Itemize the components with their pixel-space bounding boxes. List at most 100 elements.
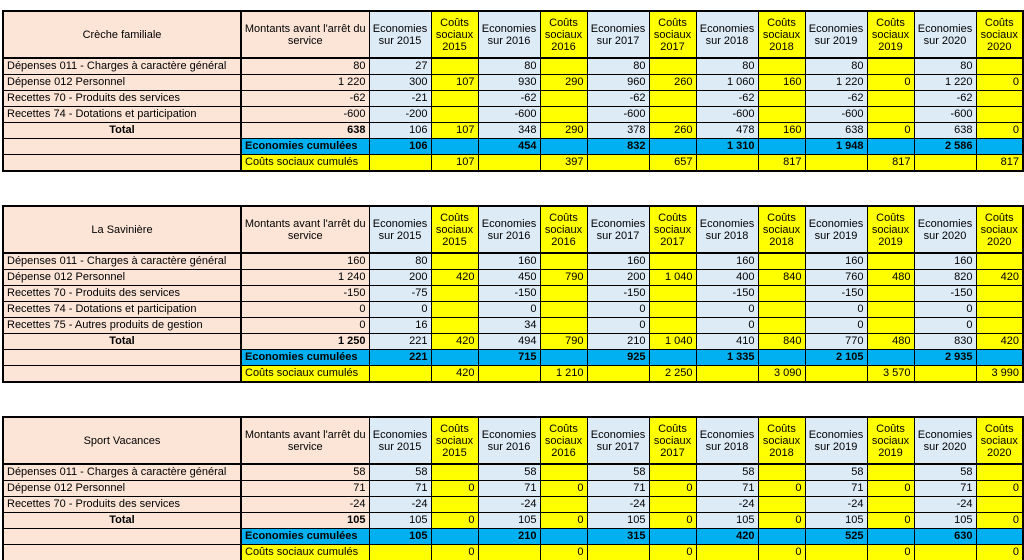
couts-cell[interactable] xyxy=(648,57,697,75)
economies-cell[interactable]: 930 xyxy=(477,74,541,91)
economies-cell[interactable]: 200 xyxy=(586,269,650,286)
economies-cell[interactable]: 450 xyxy=(477,269,541,286)
couts-cell[interactable]: 420 xyxy=(975,269,1024,286)
economies-cell[interactable]: -21 xyxy=(368,90,432,107)
cumul-economies-cell[interactable]: 315 xyxy=(586,528,650,545)
total-couts-cell[interactable]: 0 xyxy=(648,512,697,529)
economies-cell[interactable]: 0 xyxy=(586,301,650,318)
economies-header-cell[interactable]: Economies sur 2019 xyxy=(804,416,868,465)
economies-cell[interactable]: -600 xyxy=(477,106,541,123)
couts-sociaux-header-cell[interactable]: Coûts sociaux 2016 xyxy=(539,205,588,254)
economies-cell[interactable]: 160 xyxy=(586,252,650,270)
economies-header-cell[interactable]: Economies sur 2020 xyxy=(913,10,977,59)
cumul-economies-cell[interactable]: 715 xyxy=(477,349,541,366)
couts-sociaux-header-cell[interactable]: Coûts sociaux 2019 xyxy=(866,10,915,59)
cumul-economies-cell[interactable]: 2 935 xyxy=(913,349,977,366)
cumul-economies-cell[interactable] xyxy=(866,349,915,366)
couts-cell[interactable] xyxy=(866,106,915,123)
economies-cumulees-label-cell[interactable]: Economies cumulées xyxy=(240,138,370,155)
cumul-economies-cell[interactable] xyxy=(430,528,479,545)
row-label-cell[interactable]: Dépense 012 Personnel xyxy=(2,269,242,286)
cumul-economies-cell[interactable]: 210 xyxy=(477,528,541,545)
economies-cell[interactable]: -600 xyxy=(695,106,759,123)
economies-cell[interactable]: -150 xyxy=(913,285,977,302)
economies-cell[interactable]: -150 xyxy=(804,285,868,302)
montant-cell[interactable]: -24 xyxy=(240,496,370,513)
economies-header-cell[interactable]: Economies sur 2018 xyxy=(695,205,759,254)
economies-cell[interactable]: 760 xyxy=(804,269,868,286)
couts-sociaux-header-cell[interactable]: Coûts sociaux 2017 xyxy=(648,205,697,254)
couts-cell[interactable] xyxy=(648,463,697,481)
economies-cell[interactable]: -62 xyxy=(695,90,759,107)
couts-sociaux-header-cell[interactable]: Coûts sociaux 2017 xyxy=(648,416,697,465)
montant-cell[interactable]: -62 xyxy=(240,90,370,107)
total-economies-cell[interactable]: 410 xyxy=(695,333,759,350)
economies-cell[interactable]: 200 xyxy=(368,269,432,286)
couts-cell[interactable]: 0 xyxy=(757,480,806,497)
economies-header-cell[interactable]: Economies sur 2015 xyxy=(368,10,432,59)
couts-cell[interactable]: 480 xyxy=(866,269,915,286)
row-label-cell[interactable]: Recettes 74 - Dotations et participation xyxy=(2,106,242,123)
cumul-couts-cell[interactable]: 817 xyxy=(975,154,1024,172)
cumul-economies-cell[interactable]: 105 xyxy=(368,528,432,545)
empty-label-cell[interactable] xyxy=(2,528,242,545)
total-economies-cell[interactable]: 105 xyxy=(695,512,759,529)
cumul-couts-cell[interactable] xyxy=(586,365,650,383)
economies-cell[interactable]: 400 xyxy=(695,269,759,286)
total-montant-cell[interactable]: 105 xyxy=(240,512,370,529)
couts-cell[interactable] xyxy=(430,57,479,75)
economies-header-cell[interactable]: Economies sur 2020 xyxy=(913,416,977,465)
cumul-couts-cell[interactable] xyxy=(804,365,868,383)
economies-header-cell[interactable]: Economies sur 2016 xyxy=(477,416,541,465)
economies-cell[interactable]: -62 xyxy=(477,90,541,107)
cumul-economies-cell[interactable]: 1 948 xyxy=(804,138,868,155)
cumul-couts-cell[interactable]: 817 xyxy=(757,154,806,172)
economies-header-cell[interactable]: Economies sur 2019 xyxy=(804,10,868,59)
economies-cumulees-label-cell[interactable]: Economies cumulées xyxy=(240,528,370,545)
couts-cell[interactable] xyxy=(539,90,588,107)
economies-cell[interactable]: -24 xyxy=(477,496,541,513)
couts-cell[interactable]: 260 xyxy=(648,74,697,91)
couts-cell[interactable] xyxy=(757,106,806,123)
couts-sociaux-header-cell[interactable]: Coûts sociaux 2017 xyxy=(648,10,697,59)
cumul-economies-cell[interactable]: 925 xyxy=(586,349,650,366)
couts-cell[interactable] xyxy=(975,57,1024,75)
couts-cell[interactable] xyxy=(648,285,697,302)
economies-cell[interactable]: 71 xyxy=(586,480,650,497)
cumul-couts-cell[interactable]: 0 xyxy=(975,544,1024,560)
cumul-economies-cell[interactable]: 221 xyxy=(368,349,432,366)
economies-cell[interactable]: -24 xyxy=(695,496,759,513)
couts-sociaux-header-cell[interactable]: Coûts sociaux 2020 xyxy=(975,416,1024,465)
couts-cell[interactable] xyxy=(757,317,806,334)
cumul-couts-cell[interactable] xyxy=(804,544,868,560)
total-economies-cell[interactable]: 770 xyxy=(804,333,868,350)
economies-cell[interactable]: -150 xyxy=(477,285,541,302)
couts-cell[interactable] xyxy=(975,496,1024,513)
total-couts-cell[interactable]: 0 xyxy=(975,122,1024,139)
economies-cell[interactable]: 71 xyxy=(695,480,759,497)
total-couts-cell[interactable]: 160 xyxy=(757,122,806,139)
economies-cell[interactable]: 71 xyxy=(804,480,868,497)
couts-cell[interactable] xyxy=(539,106,588,123)
couts-cell[interactable] xyxy=(539,317,588,334)
couts-sociaux-header-cell[interactable]: Coûts sociaux 2018 xyxy=(757,10,806,59)
montants-header-cell[interactable]: Montants avant l'arrêt du service xyxy=(240,10,370,59)
economies-header-cell[interactable]: Economies sur 2016 xyxy=(477,205,541,254)
couts-cell[interactable]: 790 xyxy=(539,269,588,286)
total-couts-cell[interactable]: 260 xyxy=(648,122,697,139)
couts-cell[interactable] xyxy=(539,463,588,481)
economies-cell[interactable]: 0 xyxy=(695,317,759,334)
couts-cell[interactable]: 840 xyxy=(757,269,806,286)
total-economies-cell[interactable]: 105 xyxy=(913,512,977,529)
total-economies-cell[interactable]: 638 xyxy=(913,122,977,139)
couts-cell[interactable]: 1 040 xyxy=(648,269,697,286)
cumul-couts-cell[interactable] xyxy=(368,154,432,172)
cumul-economies-cell[interactable]: 420 xyxy=(695,528,759,545)
couts-cell[interactable]: 0 xyxy=(866,74,915,91)
economies-cell[interactable]: 80 xyxy=(368,252,432,270)
cumul-economies-cell[interactable] xyxy=(866,528,915,545)
couts-cell[interactable] xyxy=(866,301,915,318)
couts-cell[interactable] xyxy=(430,301,479,318)
couts-cell[interactable] xyxy=(648,90,697,107)
economies-cell[interactable]: 16 xyxy=(368,317,432,334)
